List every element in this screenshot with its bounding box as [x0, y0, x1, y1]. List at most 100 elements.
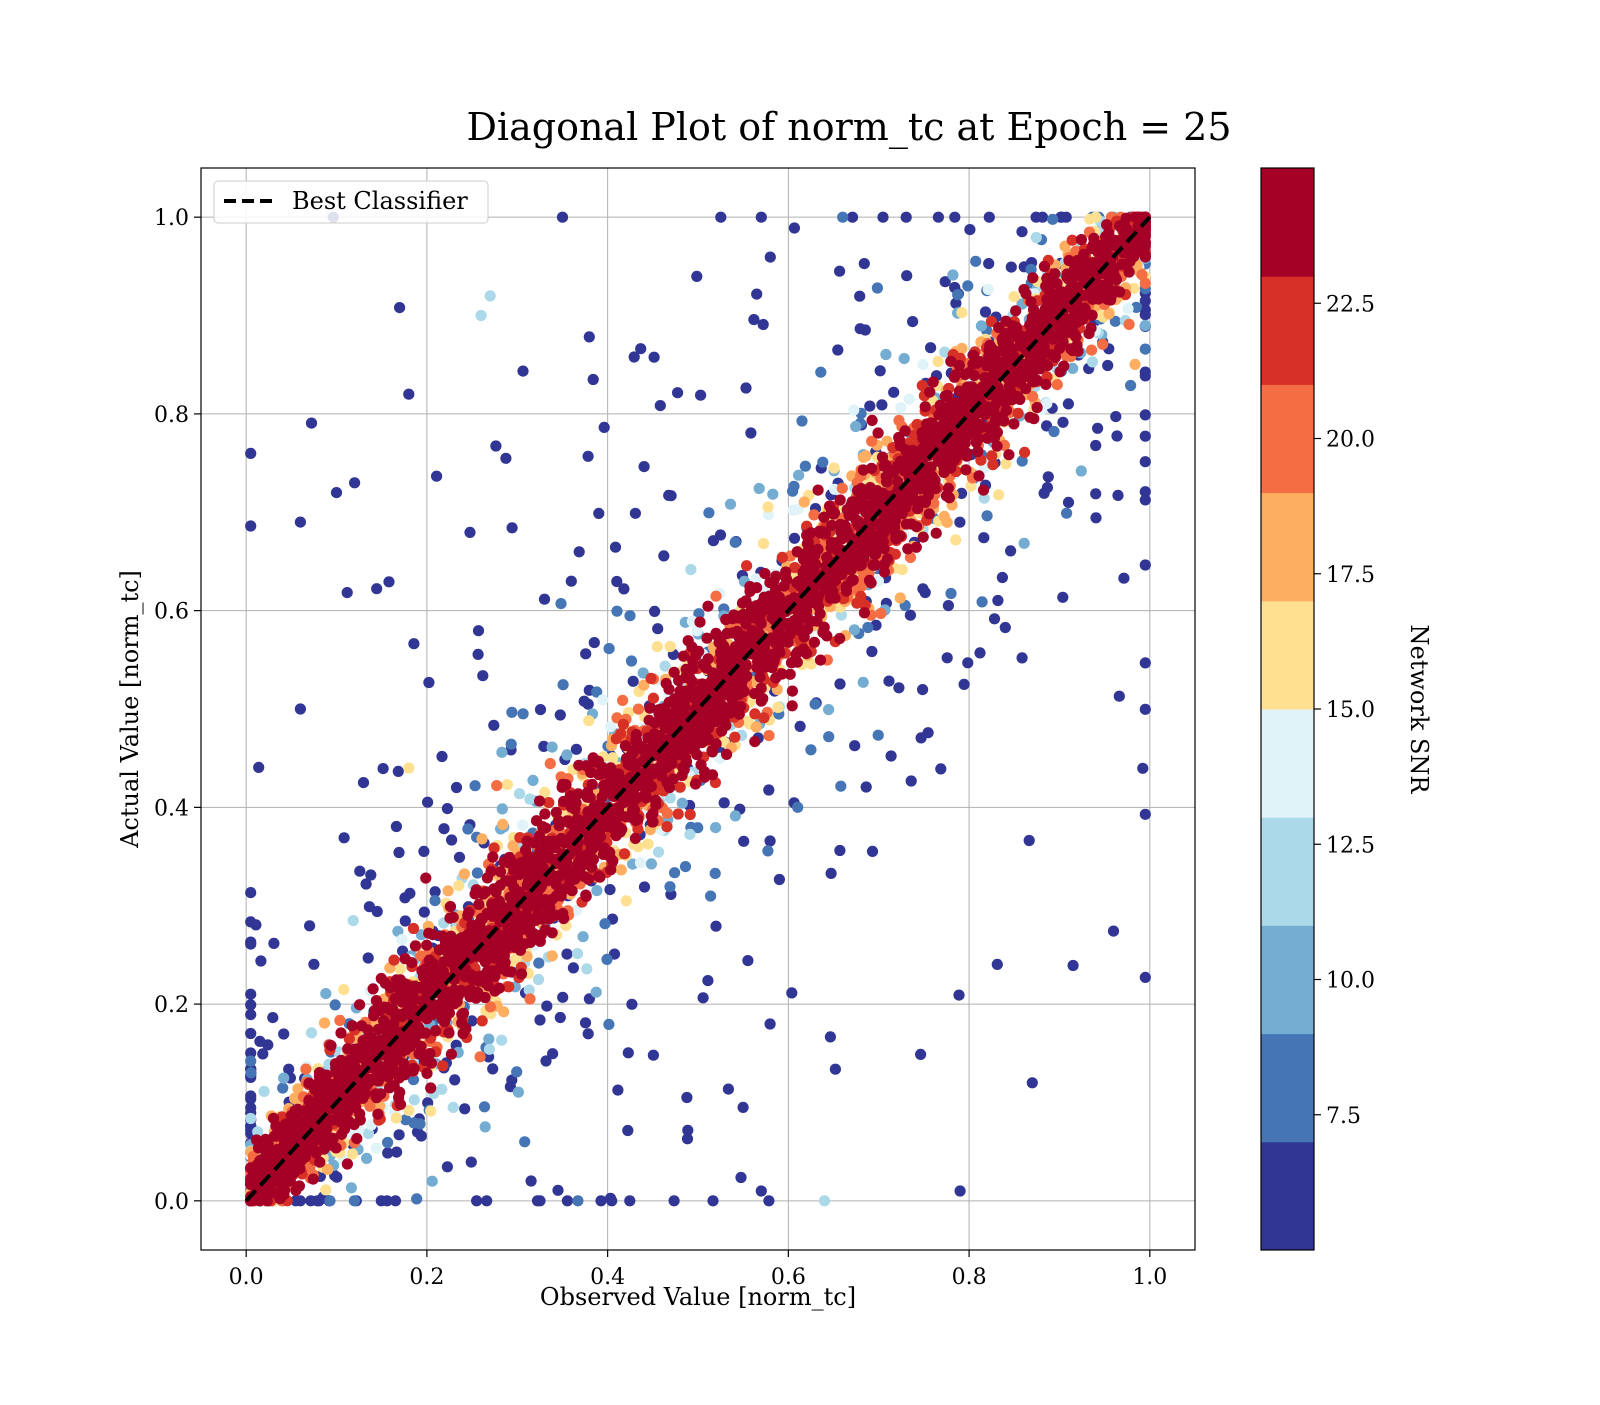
scatter-point [920, 401, 931, 412]
scatter-point [304, 920, 315, 931]
scatter-point [325, 1040, 336, 1051]
scatter-point [312, 1195, 323, 1206]
scatter-point [1102, 360, 1113, 371]
scatter-point [1140, 559, 1151, 570]
scatter-point [635, 857, 646, 868]
scatter-point [652, 623, 663, 634]
scatter-point [1043, 471, 1054, 482]
scatter-point [978, 485, 989, 496]
scatter-point [818, 512, 829, 523]
scatter-point [1031, 212, 1042, 223]
scatter-point [1076, 465, 1087, 476]
scatter-point [705, 891, 716, 902]
scatter-point [583, 699, 594, 710]
scatter-point [1058, 361, 1069, 372]
scatter-point [751, 289, 762, 300]
scatter-point [393, 847, 404, 858]
scatter-point [942, 517, 953, 528]
scatter-point [557, 782, 568, 793]
scatter-point [624, 1195, 635, 1206]
scatter-point [754, 483, 765, 494]
scatter-point [918, 532, 929, 543]
scatter-point [354, 866, 365, 877]
scatter-point [837, 483, 848, 494]
scatter-point [1140, 409, 1151, 420]
scatter-point [789, 222, 800, 233]
scatter-point [1063, 398, 1074, 409]
scatter-point [867, 846, 878, 857]
scatter-point [740, 382, 751, 393]
scatter-point [1108, 926, 1119, 937]
scatter-point [762, 845, 773, 856]
scatter-point [430, 1025, 441, 1036]
scatter-point [648, 693, 659, 704]
scatter-point [976, 320, 987, 331]
scatter-point [883, 676, 894, 687]
scatter-point [342, 587, 353, 598]
scatter-point [245, 1009, 256, 1020]
scatter-point [419, 907, 430, 918]
scatter-point [1097, 339, 1108, 350]
scatter-point [484, 1044, 495, 1055]
scatter-point [917, 684, 928, 695]
scatter-point [777, 552, 788, 563]
scatter-point [393, 766, 404, 777]
scatter-point [933, 356, 944, 367]
scatter-point [331, 487, 342, 498]
scatter-point [841, 586, 852, 597]
scatter-point [707, 1195, 718, 1206]
scatter-point [397, 934, 408, 945]
scatter-point [446, 1049, 457, 1060]
scatter-point [1140, 972, 1151, 983]
scatter-point [584, 331, 595, 342]
scatter-point [795, 721, 806, 732]
scatter-point [1137, 763, 1148, 774]
scatter-point [893, 415, 904, 426]
scatter-point [347, 1148, 358, 1159]
scatter-point [589, 637, 600, 648]
scatter-point [1013, 408, 1024, 419]
scatter-point [925, 342, 936, 353]
scatter-point [541, 1001, 552, 1012]
scatter-point [472, 867, 483, 878]
scatter-point [703, 507, 714, 518]
scatter-point [487, 851, 498, 862]
scatter-point [425, 1082, 436, 1093]
scatter-point [723, 1084, 734, 1095]
scatter-point [407, 1066, 418, 1077]
scatter-point [837, 212, 848, 223]
scatter-point [1136, 269, 1147, 280]
scatter-point [382, 1147, 393, 1158]
chart-title: Diagonal Plot of norm_tc at Epoch = 25 [466, 105, 1231, 150]
scatter-point [464, 527, 475, 538]
scatter-point [1087, 356, 1098, 367]
scatter-point [680, 861, 691, 872]
scatter-point [992, 959, 1003, 970]
scatter-point [977, 596, 988, 607]
scatter-point [893, 682, 904, 693]
scatter-point [571, 744, 582, 755]
scatter-point [394, 302, 405, 313]
scatter-point [604, 884, 615, 895]
scatter-point [527, 775, 538, 786]
scatter-point [1006, 262, 1017, 273]
scatter-point [583, 1028, 594, 1039]
scatter-point [497, 819, 508, 830]
scatter-point [978, 532, 989, 543]
scatter-point [770, 571, 781, 582]
scatter-point [593, 508, 604, 519]
scatter-point [698, 992, 709, 1003]
scatter-point [652, 641, 663, 652]
scatter-point [604, 643, 615, 654]
scatter-point [368, 983, 379, 994]
scatter-point [823, 731, 834, 742]
scatter-point [623, 1047, 634, 1058]
scatter-point [1024, 835, 1035, 846]
scatter-point [901, 212, 912, 223]
scatter-point [500, 453, 511, 464]
scatter-point [817, 457, 828, 468]
scatter-point [953, 990, 964, 1001]
scatter-point [702, 601, 713, 612]
scatter-point [980, 306, 991, 317]
scatter-point [992, 441, 1003, 452]
